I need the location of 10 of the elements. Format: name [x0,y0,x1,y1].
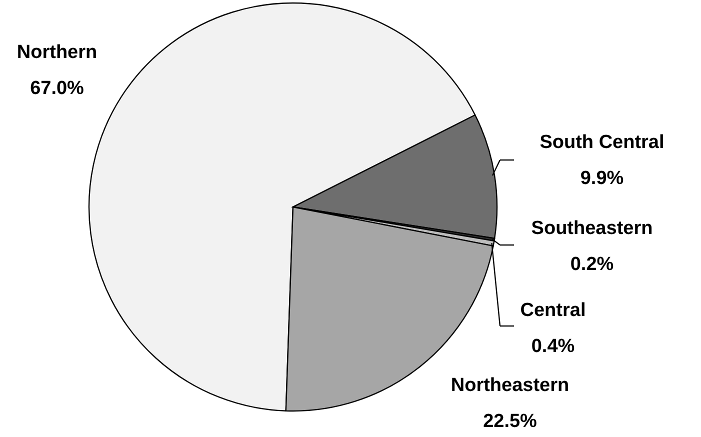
data-label: 9.9% [580,168,624,189]
slice-label: Central [520,300,586,321]
slice-label: Southeastern [531,218,653,239]
data-label: 67.0% [30,78,84,99]
data-label: 22.5% [483,411,538,432]
slice-label: South Central [540,132,664,153]
data-label: 0.2% [570,254,614,275]
slice-label: Northern [16,42,98,63]
slice-label: Northeastern [450,375,570,396]
data-label: 0.4% [531,336,575,357]
